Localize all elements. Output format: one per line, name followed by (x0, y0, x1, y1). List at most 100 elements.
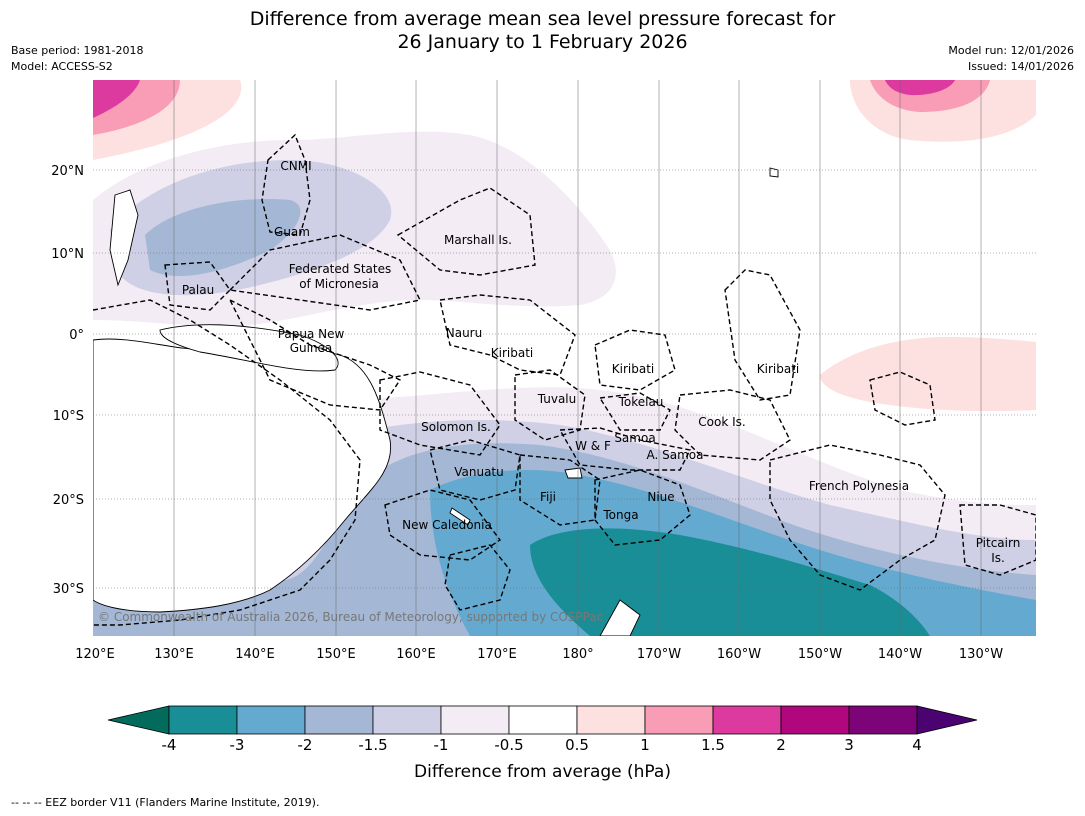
place-label-fiji: Fiji (540, 490, 556, 504)
place-label-pitcairn-line1: Pitcairn (976, 536, 1021, 550)
band-minus-1.5-to-minus-2-north (145, 199, 301, 277)
lon-label: 170°E (477, 647, 517, 662)
colorbar-segment (848, 705, 918, 735)
map-title-line-2: 26 January to 1 February 2026 (397, 31, 688, 53)
lon-label: 130°E (154, 647, 194, 662)
place-labels: CNMI Guam Marshall Is. Federated States … (182, 159, 1020, 565)
lon-label: 170°W (637, 647, 681, 662)
eez-nauru-kiribati-west (439, 294, 576, 376)
place-label-marshall: Marshall Is. (444, 233, 512, 247)
model-run-text: Model run: 12/01/2026 (948, 44, 1074, 57)
model-text: Model: ACCESS-S2 (11, 60, 113, 73)
place-label-samoa: Samoa (614, 431, 655, 445)
eez-legend-footnote: -- -- -- EEZ border V11 (Flanders Marine… (11, 796, 320, 809)
base-period-text: Base period: 1981-2018 (11, 44, 144, 57)
eez-fsm (228, 234, 422, 311)
graticule (93, 80, 1036, 636)
place-label-kiribati-central: Kiribati (612, 362, 654, 376)
colorbar-tick-label: -0.5 (494, 736, 524, 754)
place-label-fsm-line2: of Micronesia (299, 277, 379, 291)
meta-left: Base period: 1981-2018 Model: ACCESS-S2 (11, 43, 143, 75)
colorbar-tick-label: -3 (229, 736, 245, 754)
eez-fiji (519, 454, 601, 526)
lon-label: 160°E (396, 647, 436, 662)
eez-borders (93, 133, 1036, 626)
place-label-cook: Cook Is. (698, 415, 745, 429)
eez-new-caledonia (384, 489, 502, 561)
eez-kiribati-east (724, 269, 801, 401)
lat-label: 30°S (53, 582, 84, 597)
place-label-cnmi: CNMI (280, 159, 311, 173)
colorbar-tick-label: 1 (640, 736, 650, 754)
new-guinea-landmass (159, 324, 339, 372)
lat-label: 20°S (53, 493, 84, 508)
colorbar-tick-label: 1.5 (701, 736, 725, 754)
place-label-palau: Palau (182, 283, 214, 297)
place-label-png-line1: Papua New (278, 327, 345, 341)
place-label-tuvalu: Tuvalu (537, 392, 577, 406)
land-masses (93, 167, 779, 636)
band-plus-1.5-to-2-topleft (93, 80, 140, 118)
hawaii-island (769, 167, 779, 178)
colorbar-tick-label: -1.5 (358, 736, 388, 754)
place-label-wallis-futuna: W & F (575, 439, 611, 453)
eez-solomon (379, 371, 501, 456)
colorbar-under-arrow (107, 705, 170, 735)
colorbar-segment (372, 705, 442, 735)
map-title-line-1: Difference from average mean sea level p… (249, 8, 836, 30)
new-caledonia-island (449, 507, 471, 526)
place-label-tonga: Tonga (602, 508, 638, 522)
eez-cook (674, 389, 791, 461)
colorbar-segment (644, 705, 714, 735)
place-label-niue: Niue (647, 490, 674, 504)
place-label-nauru: Nauru (446, 326, 482, 340)
lat-label: 0° (69, 328, 84, 343)
place-label-guam: Guam (274, 225, 310, 239)
fiji-island (564, 467, 583, 479)
lat-label: 10°S (53, 409, 84, 424)
place-label-french-polynesia: French Polynesia (809, 479, 909, 493)
colorbar-tick-label: 3 (844, 736, 854, 754)
lon-label: 150°W (798, 647, 842, 662)
lon-label: 180° (562, 647, 593, 662)
place-label-new-caledonia: New Caledonia (402, 518, 492, 532)
colorbar-tick-label: 2 (776, 736, 786, 754)
eez-tokelau (598, 392, 671, 431)
latitude-labels: 20°N 10°N 0° 10°S 20°S 30°S (51, 164, 84, 597)
lon-label: 160°W (717, 647, 761, 662)
band-plus-0.5-to-1-east (820, 336, 1036, 412)
lon-label: 120°E (75, 647, 115, 662)
colorbar-tick-label: -2 (297, 736, 313, 754)
eez-png (228, 298, 402, 411)
place-label-vanuatu: Vanuatu (454, 465, 504, 479)
copyright-notice: © Commonwealth of Australia 2026, Bureau… (98, 610, 603, 624)
colorbar-segment (712, 705, 782, 735)
colorbar-tick-label: -1 (433, 736, 449, 754)
place-label-png-line2: Guinea (290, 341, 333, 355)
colorbar-segment (304, 705, 374, 735)
colorbar-segment (780, 705, 850, 735)
colorbar-segment (236, 705, 306, 735)
colorbar-tick-label: 0.5 (565, 736, 589, 754)
colorbar (107, 705, 978, 735)
colorbar-tick-label: 4 (912, 736, 922, 754)
eez-french-polynesia (769, 444, 946, 591)
place-label-kiribati-west: Kiribati (491, 346, 533, 360)
eez-clipperton-area (869, 371, 936, 426)
eez-cnmi-guam (261, 133, 311, 236)
lon-label: 130°W (959, 647, 1003, 662)
issued-text: Issued: 14/01/2026 (967, 60, 1074, 73)
colorbar-segment (168, 705, 238, 735)
philippines-landmass (109, 189, 139, 287)
eez-tonga-niue (594, 469, 691, 546)
lat-label: 20°N (51, 164, 84, 179)
colorbar-segment (508, 705, 578, 735)
lat-label: 10°N (51, 247, 84, 262)
band-plus-1.5-to-2-topright (885, 80, 955, 96)
eez-vanuatu (429, 439, 521, 501)
colorbar-title: Difference from average (hPa) (414, 762, 671, 782)
lon-label: 140°W (878, 647, 922, 662)
colorbar-over-arrow (916, 705, 978, 735)
meta-right: Model run: 12/01/2026 Issued: 14/01/2026 (948, 43, 1074, 75)
